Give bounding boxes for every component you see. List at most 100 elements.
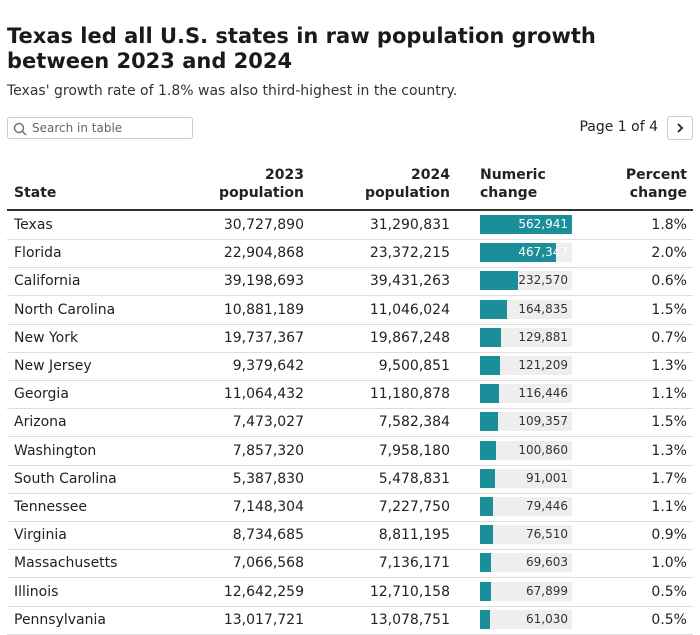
change-bar <box>480 243 557 263</box>
bar-track <box>480 327 572 347</box>
bar-track <box>480 553 572 573</box>
pop-2024-cell: 12,710,158 <box>369 583 450 600</box>
table-row: New Jersey 9,379,642 9,500,851 121,209 1.3% <box>7 352 693 381</box>
state-cell: North Carolina <box>14 301 116 318</box>
change-label: 562,941 <box>518 217 568 231</box>
page-label: Page 1 of 4 <box>579 119 658 135</box>
pop-2024-cell: 7,227,750 <box>378 499 450 515</box>
state-cell: Pennsylvania <box>14 611 106 628</box>
pop-2024-cell: 7,136,171 <box>378 555 450 572</box>
pop-2023-cell: 9,379,642 <box>232 358 304 374</box>
state-cell: Arizona <box>14 414 67 431</box>
state-cell: New Jersey <box>14 358 92 374</box>
change-bar <box>480 412 498 432</box>
pop-2023-cell: 11,064,432 <box>223 386 304 403</box>
change-bar <box>480 609 490 629</box>
state-cell: Tennessee <box>14 499 87 515</box>
table-row: Texas 30,727,890 31,290,831 562,941 1.8% <box>7 211 693 240</box>
percent-cell: 2.0% <box>651 245 687 262</box>
change-bar <box>480 525 493 545</box>
change-label: 467,347 <box>518 245 568 260</box>
change-bar <box>480 327 502 347</box>
pop-2024-cell: 11,046,024 <box>369 301 450 318</box>
state-cell: New York <box>14 329 79 346</box>
column-header: 2023 population <box>219 167 304 201</box>
table-row: Georgia 11,064,432 11,180,878 116,446 1.1% <box>7 380 693 410</box>
table-row: Illinois 12,642,259 12,710,158 67,899 0.5% <box>7 578 693 607</box>
subtitle: Texas' growth rate of 1.8% was also thir… <box>7 83 458 99</box>
change-label: 232,570 <box>518 273 568 288</box>
table-row: Arizona 7,473,027 7,582,384 109,357 1.5% <box>7 408 693 438</box>
change-label: 76,510 <box>526 527 568 542</box>
percent-cell: 1.7% <box>651 470 687 487</box>
column-header: State <box>14 185 57 201</box>
state-cell: Illinois <box>14 583 59 600</box>
change-label: 91,001 <box>526 470 568 485</box>
state-cell: Georgia <box>14 386 69 403</box>
change-label: 121,209 <box>518 358 568 372</box>
change-label: 109,357 <box>518 414 568 429</box>
pop-2023-cell: 22,904,868 <box>223 245 304 262</box>
percent-cell: 1.0% <box>651 555 687 572</box>
state-cell: Virginia <box>14 527 67 544</box>
pop-2023-cell: 7,066,568 <box>232 555 304 572</box>
state-cell: Texas <box>14 217 53 233</box>
table-row: Massachusetts 7,066,568 7,136,171 69,603 1.0… <box>7 549 693 579</box>
column-header: Percent change <box>625 167 687 201</box>
change-label: 164,835 <box>518 301 568 316</box>
state-cell: South Carolina <box>14 470 117 487</box>
next-page-button[interactable] <box>667 116 693 140</box>
pop-2023-cell: 5,387,830 <box>232 470 304 487</box>
table-row: Pennsylvania 13,017,721 13,078,751 61,030 0.… <box>7 606 693 635</box>
pop-2024-cell: 7,958,180 <box>378 442 450 459</box>
change-bar <box>480 299 507 319</box>
percent-cell: 0.6% <box>651 273 687 290</box>
search-icon <box>13 122 27 136</box>
column-header: 2024 population <box>365 167 450 201</box>
bar-track <box>480 581 572 601</box>
pop-2023-cell: 30,727,890 <box>223 217 304 233</box>
pop-2024-cell: 23,372,215 <box>369 245 450 262</box>
change-label: 69,603 <box>526 555 568 570</box>
table-row: New York 19,737,367 19,867,248 129,881 0.7% <box>7 324 693 353</box>
change-label: 129,881 <box>518 329 568 344</box>
change-bar <box>480 497 493 516</box>
chevron <box>677 123 684 133</box>
table-row: Washington 7,857,320 7,958,180 100,860 1.3% <box>7 437 693 466</box>
pop-2024-cell: 9,500,851 <box>378 358 450 374</box>
change-label: 67,899 <box>526 583 568 598</box>
change-bar <box>480 468 495 488</box>
percent-cell: 1.5% <box>651 301 687 318</box>
change-label: 79,446 <box>526 499 568 513</box>
state-cell: Massachusetts <box>14 555 118 572</box>
change-bar <box>480 553 492 573</box>
pop-2024-cell: 13,078,751 <box>369 611 450 628</box>
percent-cell: 0.7% <box>651 329 687 346</box>
pop-2023-cell: 7,473,027 <box>232 414 304 431</box>
pop-2024-cell: 11,180,878 <box>369 386 450 403</box>
pop-2024-cell: 7,582,384 <box>378 414 450 431</box>
pop-2024-cell: 5,478,831 <box>378 470 450 487</box>
pop-2023-cell: 10,881,189 <box>223 301 304 318</box>
change-label: 100,860 <box>518 442 568 457</box>
change-label: 116,446 <box>518 386 568 401</box>
percent-cell: 1.3% <box>651 442 687 459</box>
change-bar <box>480 581 492 601</box>
change-bar <box>480 271 518 291</box>
change-bar <box>480 384 500 404</box>
state-cell: California <box>14 273 81 290</box>
bar-track <box>480 440 572 460</box>
pop-2023-cell: 8,734,685 <box>232 527 304 544</box>
pop-2024-cell: 19,867,248 <box>369 329 450 346</box>
percent-cell: 1.1% <box>651 499 687 515</box>
pop-2023-cell: 7,148,304 <box>232 499 304 515</box>
bar-track <box>480 525 572 545</box>
column-header: Numeric change <box>480 167 546 201</box>
search-box[interactable]: Search in table <box>7 117 193 139</box>
pop-2024-cell: 39,431,263 <box>369 273 450 290</box>
bar-track <box>480 609 572 629</box>
title: Texas led all U.S. states in raw populat… <box>7 24 596 73</box>
table-row: South Carolina 5,387,830 5,478,831 91,001 1.… <box>7 465 693 494</box>
pop-2024-cell: 8,811,195 <box>378 527 450 544</box>
pop-2024-cell: 31,290,831 <box>369 217 450 233</box>
